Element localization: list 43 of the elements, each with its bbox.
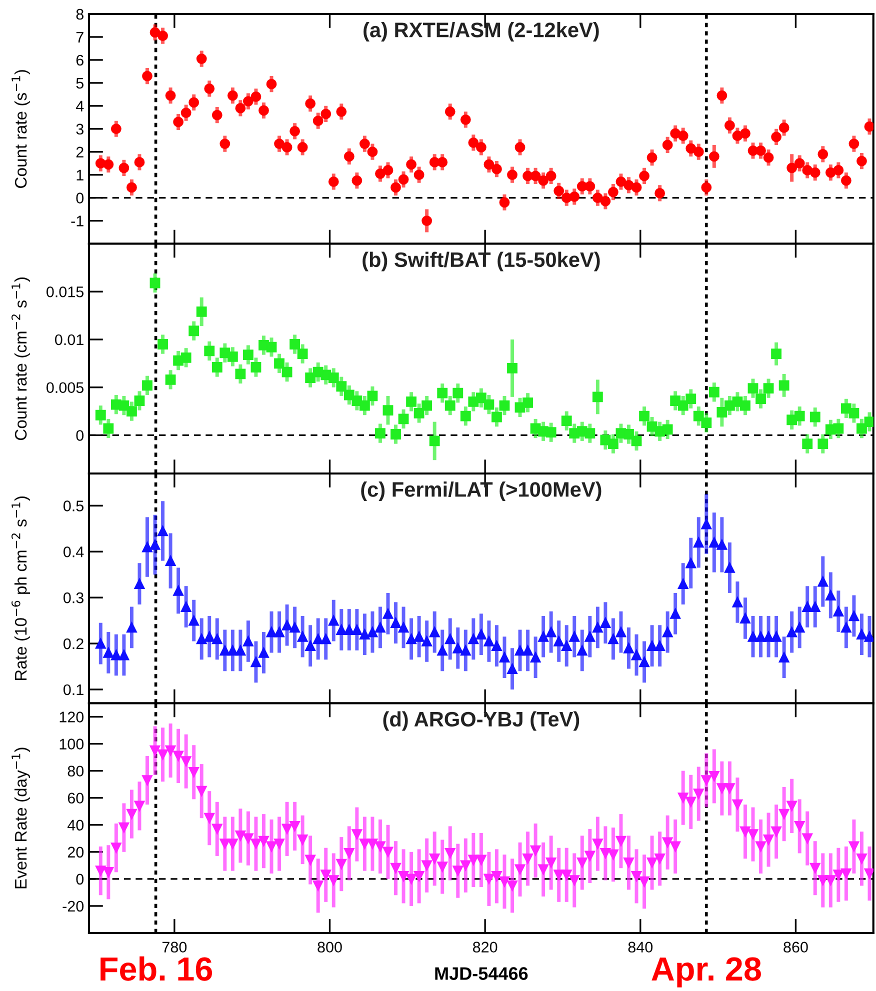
y-tick-label: 0: [76, 874, 84, 885]
x-tick-label: 800: [318, 942, 342, 953]
x-tick-label: 860: [784, 942, 808, 953]
chart-title: (a) RXTE/ASM (2-12keV): [364, 22, 599, 42]
y-tick-label: 100: [60, 738, 84, 750]
y-tick-label: 7: [76, 32, 84, 43]
y-tick-label: 20: [68, 846, 84, 858]
chart-title: (c) Fermi/LAT (>100MeV): [361, 482, 602, 501]
y-tick-label: 80: [68, 766, 84, 777]
y-axis-title: Rate (10$^{−6}$ ph cm$^{−2}$ s$^{−1}$): [12, 496, 30, 680]
y-tick-label: 4: [76, 100, 84, 112]
y-tick-label: 60: [68, 792, 84, 804]
y-tick-label: 8: [76, 8, 84, 20]
y-tick-label: 0.015: [46, 286, 84, 298]
chart-title: (b) Swift/BAT (15-50keV): [362, 252, 600, 272]
y-tick-label: 0.1: [64, 684, 84, 696]
ref-line-label: Apr. 28: [652, 957, 761, 988]
x-tick-label: 820: [472, 942, 498, 953]
y-tick-label: -20: [62, 900, 84, 912]
y-tick-label: 120: [60, 712, 84, 722]
ref-line-label: Feb. 16: [100, 956, 212, 981]
y-tick-label: 5: [76, 78, 84, 89]
y-axis-title: Event Rate (day$^{−1}$): [12, 748, 30, 888]
y-tick-label: 0.3: [64, 592, 84, 604]
chart-title: (d) ARGO-YBJ (TeV): [383, 711, 580, 731]
y-tick-label: 0: [76, 192, 84, 204]
x-tick-label: 840: [628, 942, 653, 953]
x-tick-label: 780: [162, 942, 187, 953]
y-tick-label: 1: [76, 170, 84, 180]
y-tick-label: -1: [71, 216, 84, 226]
y-tick-label: 0.2: [64, 638, 84, 650]
y-tick-label: 0.5: [64, 500, 84, 512]
y-tick-label: 0.4: [64, 546, 84, 558]
y-tick-label: 3: [76, 124, 84, 135]
y-tick-label: 0.005: [46, 382, 84, 394]
y-axis-title: Count rate (s$^{−1}$): [12, 70, 30, 188]
y-tick-label: 40: [68, 820, 84, 831]
y-tick-label: 0: [76, 430, 84, 441]
x-axis-title: MJD-54466: [435, 967, 528, 980]
y-axis-title: Count rate (cm$^{−2}$ s$^{−1}$): [12, 278, 30, 440]
y-tick-label: 0.01: [55, 334, 84, 346]
y-tick-label: 6: [76, 54, 84, 66]
y-tick-label: 2: [76, 146, 84, 158]
